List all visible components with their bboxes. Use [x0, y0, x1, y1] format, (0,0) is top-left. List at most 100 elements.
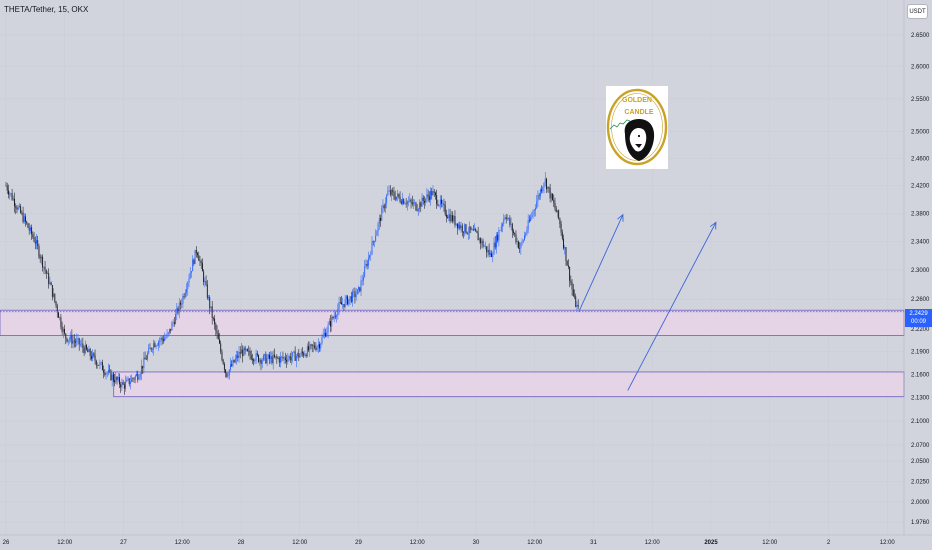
- candle-body: [472, 229, 474, 231]
- candle-96: [122, 379, 124, 386]
- time-axis[interactable]: 26 12:00 27 12:00 28 12:00 29 12:00 30 12:00 31 12:…: [3, 540, 896, 546]
- candle-191: [238, 345, 240, 363]
- candle-body: [463, 231, 464, 233]
- candle-body: [525, 233, 527, 236]
- candle-267: [331, 314, 333, 332]
- candle-body: [254, 360, 256, 362]
- arrow-head-icon: [617, 213, 624, 222]
- candle-304: [376, 229, 378, 236]
- candle-body: [245, 349, 247, 351]
- candle-body: [160, 337, 162, 341]
- candle-167: [209, 295, 211, 315]
- candle-body: [201, 263, 203, 272]
- candle-body: [133, 378, 135, 380]
- candle-93: [119, 373, 120, 389]
- candle-412: [508, 217, 510, 221]
- candle-body: [434, 192, 436, 196]
- candle-body: [265, 354, 267, 364]
- candle-440: [542, 186, 544, 194]
- candle-body: [175, 314, 177, 324]
- candle-325: [402, 192, 403, 206]
- candle-395: [487, 245, 489, 257]
- candle-body: [188, 278, 190, 283]
- candle-body: [397, 193, 399, 197]
- candle-339: [419, 199, 421, 213]
- candle-149: [187, 281, 189, 296]
- candle-1: [6, 182, 8, 194]
- candle-71: [92, 349, 94, 362]
- candle-180: [225, 368, 227, 378]
- candle-body: [311, 344, 313, 347]
- candle-body: [561, 232, 563, 239]
- candle-body: [123, 384, 125, 389]
- candle-body: [21, 212, 23, 214]
- candle-87: [111, 370, 113, 387]
- candle-body: [28, 227, 30, 231]
- candle-220: [273, 348, 275, 359]
- candle-92: [117, 373, 119, 383]
- candle-350: [432, 185, 434, 196]
- candle-body: [378, 217, 380, 224]
- candle-112: [142, 365, 144, 374]
- candle-121: [153, 339, 155, 356]
- candle-body: [384, 203, 386, 209]
- candle-body: [29, 227, 31, 231]
- candle-257: [319, 341, 320, 352]
- candle-body: [549, 188, 551, 199]
- candle-body: [78, 338, 80, 345]
- candle-307: [380, 214, 381, 227]
- candle-body: [291, 357, 292, 361]
- candle-321: [397, 189, 399, 202]
- candle-170: [212, 316, 214, 321]
- symbol-title[interactable]: THETA/Tether, 15, OKX: [4, 5, 89, 14]
- candle-body: [488, 249, 490, 255]
- price-axis[interactable]: 2.6500 2.6000 2.5500 2.5000 2.4600 2.4200 2.38…: [911, 33, 930, 526]
- candle-body: [16, 207, 18, 210]
- candle-319: [394, 190, 396, 202]
- candle-body: [376, 231, 378, 236]
- candle-367: [453, 214, 455, 224]
- candle-body: [535, 208, 536, 210]
- price-tick-label-14: 2.1000: [911, 419, 930, 425]
- candle-body: [256, 353, 258, 356]
- candle-body: [183, 296, 185, 297]
- candle-body: [336, 315, 338, 317]
- candle-114: [144, 351, 146, 360]
- candle-body: [358, 287, 360, 290]
- candle-body: [145, 359, 147, 360]
- candle-156: [195, 246, 197, 258]
- candle-437: [538, 192, 540, 200]
- candle-389: [480, 237, 482, 250]
- candle-320: [395, 196, 397, 201]
- candle-body: [197, 253, 198, 256]
- candle-body: [338, 302, 340, 309]
- currency-button[interactable]: USDT: [907, 4, 928, 19]
- time-tick-label-3: 12:00: [175, 540, 191, 546]
- candle-222: [276, 354, 278, 364]
- candle-body: [250, 355, 252, 360]
- candle-body: [428, 196, 430, 200]
- candle-body: [55, 301, 57, 306]
- candle-9: [16, 205, 18, 214]
- candle-body: [93, 353, 95, 356]
- candle-body: [215, 324, 217, 331]
- candle-29: [40, 254, 42, 265]
- candle-455: [560, 220, 562, 236]
- candle-137: [172, 319, 174, 327]
- candle-body: [567, 265, 569, 267]
- candle-110: [139, 372, 141, 381]
- candle-body: [467, 232, 469, 234]
- candle-410: [505, 213, 507, 224]
- candle-body: [486, 246, 488, 253]
- candle-80: [103, 365, 105, 379]
- candle-218: [271, 351, 273, 365]
- candle-body: [101, 362, 103, 371]
- candle-body: [111, 374, 113, 381]
- candle-19: [28, 223, 30, 235]
- candle-39: [53, 288, 55, 298]
- candle-body: [411, 201, 413, 205]
- candle-140: [176, 303, 178, 321]
- candle-body: [392, 190, 394, 193]
- candle-body: [509, 218, 511, 225]
